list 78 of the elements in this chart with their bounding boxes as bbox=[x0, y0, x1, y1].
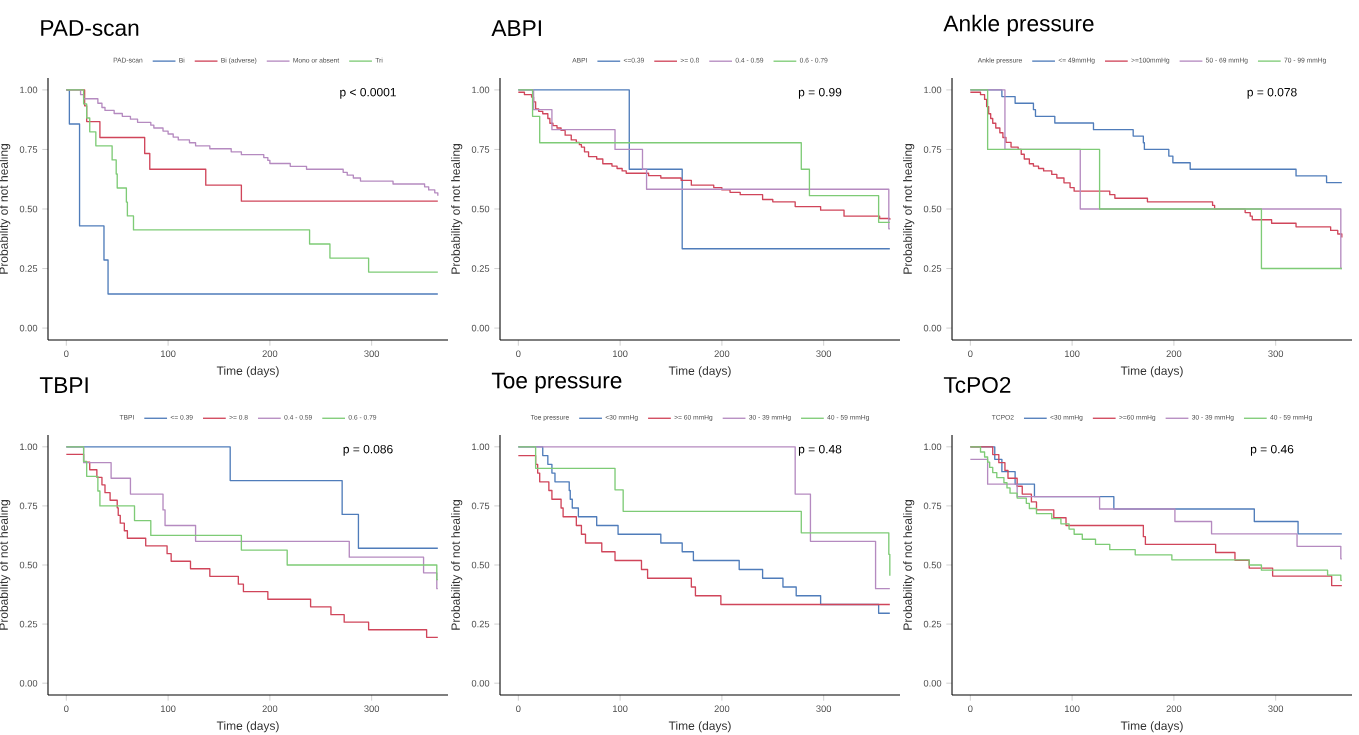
annotation: p < 0.0001 bbox=[340, 87, 396, 99]
x-tick-label: 100 bbox=[161, 705, 176, 712]
x-tick-label: 0 bbox=[64, 350, 69, 357]
y-tick-label: 0.50 bbox=[471, 205, 490, 213]
y-tick-label: 0.25 bbox=[471, 620, 490, 628]
y-tick-label: 0.75 bbox=[923, 502, 942, 510]
y-tick-label: 0.00 bbox=[19, 679, 38, 687]
y-axis-title: Probability of not healing bbox=[903, 500, 915, 630]
chart-title: TcPO2 bbox=[943, 376, 1011, 393]
x-tick-label: 200 bbox=[714, 705, 730, 712]
y-tick-label: 0.25 bbox=[19, 620, 38, 628]
chart-title: ABPI bbox=[491, 20, 541, 36]
chart-title: Toe pressure bbox=[491, 372, 622, 393]
y-axis-title: Probability of not healing bbox=[451, 144, 463, 274]
x-tick-label: 200 bbox=[262, 705, 278, 712]
x-tick-label: 300 bbox=[816, 705, 832, 712]
y-tick-label: 0.50 bbox=[923, 205, 942, 213]
y-tick-label: 0.00 bbox=[19, 324, 38, 332]
x-tick-label: 200 bbox=[714, 350, 730, 357]
y-axis-title: Probability of not healing bbox=[451, 500, 463, 630]
y-tick-label: 0.75 bbox=[19, 502, 38, 510]
y-tick-label: 1.00 bbox=[20, 443, 38, 451]
x-axis-title: Time (days) bbox=[1120, 366, 1183, 378]
y-tick-label: 0.75 bbox=[471, 146, 490, 153]
x-tick-label: 300 bbox=[364, 705, 380, 712]
y-tick-label: 1.00 bbox=[20, 86, 38, 94]
x-axis-title: Time (days) bbox=[668, 366, 731, 378]
chart-title: Ankle pressure bbox=[943, 14, 1094, 36]
x-tick-label: 100 bbox=[613, 350, 628, 357]
y-tick-label: 0.75 bbox=[19, 146, 38, 153]
x-tick-label: 200 bbox=[262, 350, 278, 357]
y-tick-label: 0.50 bbox=[19, 561, 38, 569]
x-axis-title: Time (days) bbox=[668, 721, 731, 733]
y-tick-label: 0.00 bbox=[471, 679, 490, 687]
x-tick-label: 0 bbox=[968, 350, 973, 357]
annotation: p = 0.086 bbox=[343, 444, 393, 456]
y-tick-label: 0.25 bbox=[923, 265, 942, 272]
y-axis-title: Probability of not healing bbox=[903, 144, 915, 274]
y-tick-label: 0.00 bbox=[923, 679, 942, 687]
annotation: p = 0.99 bbox=[798, 87, 842, 99]
x-axis-title: Time (days) bbox=[216, 721, 279, 733]
annotation: p = 0.078 bbox=[1247, 87, 1297, 99]
x-tick-label: 300 bbox=[1268, 350, 1284, 357]
y-tick-label: 0.25 bbox=[471, 265, 490, 272]
y-tick-label: 0.25 bbox=[923, 620, 942, 628]
annotation: p = 0.48 bbox=[798, 444, 842, 456]
y-axis-title: Probability of not healing bbox=[0, 500, 11, 630]
y-tick-label: 0.25 bbox=[19, 265, 38, 272]
y-tick-label: 0.00 bbox=[471, 324, 490, 332]
x-tick-label: 300 bbox=[816, 350, 832, 357]
x-tick-label: 200 bbox=[1166, 705, 1182, 712]
x-tick-label: 300 bbox=[1268, 705, 1284, 712]
x-axis-title: Time (days) bbox=[216, 366, 279, 378]
x-tick-label: 0 bbox=[516, 705, 521, 712]
x-tick-label: 0 bbox=[968, 705, 973, 712]
x-tick-label: 300 bbox=[364, 350, 380, 357]
x-tick-label: 100 bbox=[1065, 350, 1080, 357]
annotation: p = 0.46 bbox=[1250, 444, 1294, 456]
y-tick-label: 0.50 bbox=[19, 205, 38, 213]
x-axis-title: Time (days) bbox=[1120, 721, 1183, 733]
chart-title: PAD-scan bbox=[41, 20, 139, 36]
x-tick-label: 0 bbox=[516, 350, 521, 357]
x-tick-label: 100 bbox=[161, 350, 176, 357]
y-tick-label: 0.75 bbox=[923, 146, 942, 153]
y-tick-label: 1.00 bbox=[924, 443, 942, 451]
y-axis-title: Probability of not healing bbox=[0, 144, 11, 274]
y-tick-label: 1.00 bbox=[472, 443, 490, 451]
y-tick-label: 0.50 bbox=[923, 561, 942, 569]
y-tick-label: 0.50 bbox=[471, 561, 490, 569]
chart-title: TBPI bbox=[39, 377, 88, 393]
y-tick-label: 1.00 bbox=[924, 86, 942, 94]
y-tick-label: 0.75 bbox=[471, 502, 490, 510]
x-tick-label: 100 bbox=[1065, 705, 1080, 712]
y-tick-label: 1.00 bbox=[472, 86, 490, 94]
x-tick-label: 0 bbox=[64, 705, 69, 712]
x-tick-label: 200 bbox=[1166, 350, 1182, 357]
y-tick-label: 0.00 bbox=[923, 324, 942, 332]
x-tick-label: 100 bbox=[613, 705, 628, 712]
